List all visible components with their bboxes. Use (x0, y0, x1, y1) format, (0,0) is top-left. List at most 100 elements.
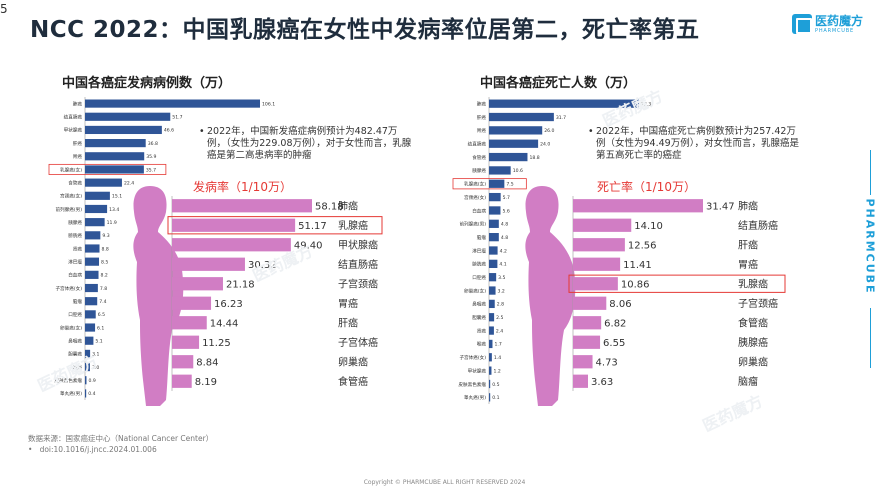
data-label: 51.17 (298, 221, 327, 232)
category-label: 卵巢癌 (338, 355, 368, 368)
category-label: 胆囊癌 (472, 314, 486, 321)
bar (85, 178, 122, 187)
data-label: 106.1 (262, 101, 275, 107)
data-label: 4.73 (596, 357, 618, 368)
category-label: 结直肠癌 (468, 141, 487, 148)
bar (489, 326, 494, 335)
bar (85, 152, 145, 161)
bar (489, 166, 511, 175)
data-label: 0.1 (492, 395, 499, 401)
data-label: 26.0 (544, 128, 554, 134)
category-label: 鼻咽癌 (68, 338, 82, 345)
category-label: 白血病 (472, 207, 486, 214)
data-label: 4.8 (501, 235, 508, 241)
bar (489, 152, 528, 162)
data-label: 10.86 (621, 279, 650, 290)
category-label: 乳腺癌(女) (60, 166, 82, 173)
data-label: 5.6 (502, 208, 509, 214)
bar (172, 316, 207, 330)
bar (85, 283, 98, 293)
category-label: 宫颈癌(女) (60, 193, 82, 200)
bar (573, 296, 607, 310)
doi-text: doi:10.1016/j.jncc.2024.01.006 (39, 445, 157, 454)
left-note-text: 2022年，中国新发癌症病例预计为482.47万例，（女性为229.08万例），… (207, 126, 412, 161)
bar (172, 257, 245, 271)
data-label: 1.4 (494, 355, 501, 361)
data-label: 49.40 (294, 240, 323, 251)
bar (573, 335, 601, 349)
bar (85, 270, 99, 279)
data-label: 2.5 (496, 315, 503, 321)
data-label: 8.19 (195, 377, 217, 388)
bar (85, 297, 98, 306)
data-label: 6.1 (97, 325, 104, 331)
side-divider-bottom (870, 308, 871, 368)
category-label: 胆囊癌 (68, 351, 82, 358)
data-label: 3.2 (498, 288, 505, 294)
category-label: 皮肤黑色素瘤 (458, 381, 486, 388)
data-label: 0.4 (88, 391, 95, 397)
category-label: 肝癌 (73, 140, 83, 147)
category-label: 膀胱癌 (68, 232, 82, 239)
bar (85, 125, 162, 135)
data-label: 10.6 (513, 168, 523, 174)
bar (573, 355, 593, 369)
data-label: 7.8 (100, 286, 107, 292)
bar (85, 349, 91, 358)
bar (172, 199, 312, 213)
category-label: 肺癌 (738, 199, 758, 212)
category-label: 口腔癌 (68, 311, 82, 318)
bar (489, 366, 492, 375)
bar (172, 296, 212, 310)
bar (489, 393, 491, 402)
data-label: 58.18 (315, 201, 344, 212)
bar (172, 355, 194, 369)
bar (489, 353, 492, 362)
category-label: 口腔癌 (472, 274, 486, 281)
data-label: 31.7 (556, 115, 566, 121)
right-note: • 2022年，中国癌症死亡病例数预计为257.42万例（女性为94.49万例）… (588, 126, 801, 162)
right-panel-title: 中国各癌症死亡人数（万） (480, 76, 637, 91)
category-label: 前列腺癌(男) (55, 206, 82, 213)
category-label: 乳腺癌 (338, 219, 368, 232)
bar (573, 218, 632, 232)
data-label: 16.23 (214, 299, 243, 310)
bar (172, 374, 192, 388)
bullet-icon: • (588, 126, 594, 137)
category-label: 淋巴瘤 (472, 247, 486, 254)
category-label: 甲状腺癌 (338, 238, 378, 251)
bar (85, 231, 101, 240)
bar (573, 199, 703, 213)
brand-logo: 医药魔方 PHARMCUBE (792, 12, 863, 42)
bar (85, 165, 144, 174)
data-label: 14.44 (210, 318, 239, 329)
side-divider-top (870, 150, 871, 195)
data-label: 36.8 (148, 141, 158, 147)
bar (489, 192, 501, 202)
category-label: 脑瘤 (73, 298, 83, 305)
footer-source: 数据来源：国家癌症中心（National Cancer Center） • do… (28, 433, 213, 455)
bar (85, 310, 96, 319)
category-label: 肺癌 (477, 100, 487, 107)
bar (489, 313, 495, 322)
data-label: 3.63 (591, 377, 613, 388)
category-label: 肺癌 (73, 100, 83, 107)
woman-silhouette-left (133, 186, 184, 406)
category-label: 睾丸癌(男) (60, 390, 82, 397)
bar (489, 246, 498, 255)
data-label: 8.8 (102, 246, 109, 252)
data-label: 2.8 (497, 302, 504, 308)
bar (489, 126, 543, 135)
bar (85, 204, 108, 214)
copyright: Copyright © PHARMCUBE ALL RIGHT RESERVED… (363, 479, 526, 486)
data-label: 11.41 (623, 260, 652, 271)
bar (85, 99, 260, 108)
category-label: 宫颈癌(女) (464, 194, 486, 201)
data-label: 5.1 (95, 339, 102, 345)
category-label: 胃癌 (73, 153, 83, 160)
category-label: 食管癌 (338, 375, 368, 388)
data-label: 15.1 (112, 194, 122, 200)
bar (573, 238, 625, 252)
category-label: 肝癌 (338, 316, 358, 329)
data-label: 8.2 (101, 273, 108, 279)
